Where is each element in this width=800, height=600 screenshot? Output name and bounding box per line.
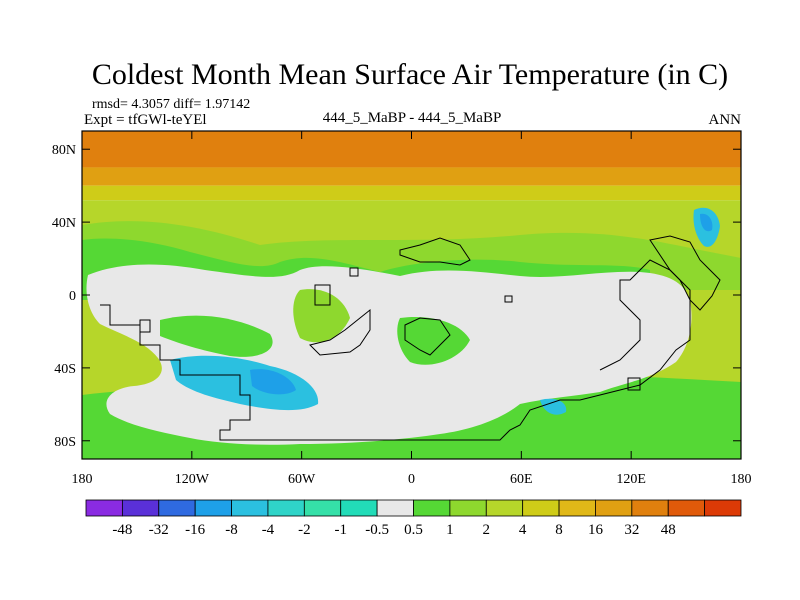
outline-west-coast [309, 308, 371, 356]
x-tick-label: 60W [288, 472, 316, 487]
colorbar-swatch [303, 499, 342, 517]
colorbar-swatch [376, 499, 414, 517]
colorbar-tick-label: -4 [262, 522, 275, 538]
colorbar-swatch [558, 499, 596, 517]
x-tick-label: 120E [616, 472, 646, 487]
colorbar-tick-label: -1 [334, 522, 347, 538]
temperature-band-1 [82, 167, 741, 186]
expt-text: Expt = tfGWl-teYEl [84, 112, 207, 128]
season-text: ANN [709, 112, 742, 128]
x-tick-label: 120W [175, 472, 210, 487]
y-tick-label: 80S [54, 435, 76, 450]
colorbar-tick-label: 32 [624, 522, 639, 538]
colorbar-tick-label: -0.5 [365, 522, 389, 538]
colorbar-swatch [595, 499, 633, 517]
continent-outlines [100, 235, 721, 441]
field-cold-anomaly-south-america [170, 355, 319, 411]
field-cold-anomaly-south-america-core [250, 369, 296, 395]
temperature-field [82, 207, 741, 459]
colorbar-swatch [121, 499, 160, 517]
colorbar-tick-label: -32 [149, 522, 169, 538]
colorbar-swatch [631, 499, 669, 517]
colorbar-tick-label: 1 [446, 522, 454, 538]
y-tick-label: 40N [52, 216, 76, 231]
colorbar-tick-label: 0.5 [404, 522, 423, 538]
y-tick-label: 40S [54, 362, 76, 377]
colorbar-swatch [85, 499, 123, 517]
colorbar-swatch [267, 499, 305, 517]
colorbar-swatch [231, 499, 269, 517]
colorbar-tick-label: 48 [661, 522, 676, 538]
colorbar-swatch [194, 499, 232, 517]
comparison-text: 444_5_MaBP - 444_5_MaBP [323, 110, 502, 126]
colorbar-swatch [667, 499, 706, 517]
field-cold-anomaly-asia-core [700, 213, 713, 232]
x-tick-label: 180 [731, 472, 752, 487]
outline-small-island-3 [504, 295, 513, 303]
x-tick-label: 180 [72, 472, 93, 487]
outline-small-island-4 [627, 377, 641, 391]
stats-text: rmsd= 4.3057 diff= 1.97142 [92, 97, 250, 112]
colorbar-swatch [413, 499, 451, 517]
colorbar-swatch [485, 499, 524, 517]
field-green-inset-3 [160, 315, 273, 357]
outline-central-block [404, 317, 451, 356]
colorbar-swatch [449, 499, 487, 517]
colorbar-tick-label: 4 [519, 522, 527, 538]
outline-pangea-south [100, 259, 691, 441]
x-tick-label: 0 [408, 472, 415, 487]
colorbar-tick-label: 8 [555, 522, 563, 538]
colorbar-tick-label: -48 [112, 522, 132, 538]
colorbar-tick-label: -8 [225, 522, 238, 538]
outline-small-island-2 [349, 267, 359, 277]
colorbar-tick-label: 2 [483, 522, 491, 538]
axis-ticks: 180 120W 60W 0 60E 120E 180 80N 40N 0 40S 80S [52, 131, 752, 487]
colorbar-swatch [522, 499, 560, 517]
y-tick-label: 80N [52, 143, 76, 158]
outline-small-island-1 [314, 284, 331, 306]
field-cold-anomaly-australia [540, 398, 567, 415]
colorbar-swatch [340, 499, 378, 517]
map-plot-area: 180 120W 60W 0 60E 120E 180 80N 40N 0 40S 80S [52, 130, 752, 487]
temperature-band-2 [82, 185, 741, 201]
colorbar-swatch [158, 499, 196, 517]
colorbar-tick-label: -16 [185, 522, 205, 538]
colorbar-swatch [704, 499, 742, 517]
x-tick-label: 60E [510, 472, 533, 487]
outline-small-island-5 [139, 319, 151, 333]
outline-east-block [649, 235, 721, 311]
outline-north-block [399, 237, 471, 266]
colorbar: -48 -32 -16 -8 -4 -2 -1 -0.5 0.5 1 2 4 8 16 32 48 [85, 499, 742, 538]
chart-title: Coldest Month Mean Surface Air Temperatu… [92, 58, 728, 91]
colorbar-tick-label: 16 [588, 522, 604, 538]
colorbar-tick-label: -2 [298, 522, 311, 538]
y-tick-label: 0 [69, 289, 76, 304]
field-green-inset-2 [397, 316, 470, 365]
field-green-inset-1 [293, 289, 350, 343]
